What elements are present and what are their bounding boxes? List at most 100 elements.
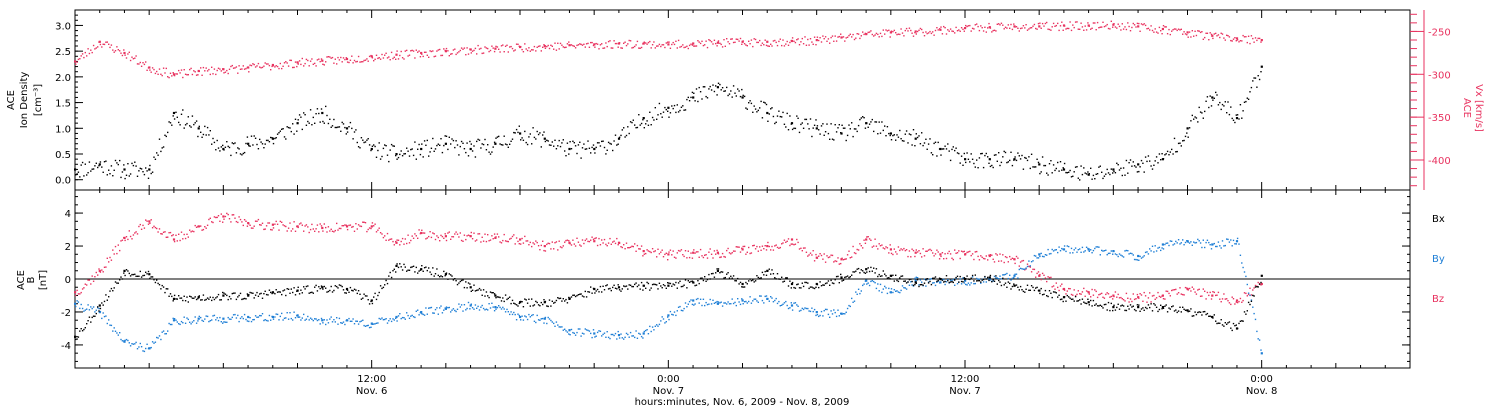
by-dot	[265, 319, 268, 322]
p1-left-tick-label: 2.0	[55, 73, 71, 84]
bz-dot	[837, 257, 839, 259]
bx-dot	[187, 301, 189, 303]
vx-dot	[455, 53, 457, 56]
density-dot	[776, 115, 779, 117]
vx-dot	[624, 41, 626, 43]
bx-dot	[1254, 286, 1257, 288]
bx-dot	[364, 295, 367, 297]
vx-dot	[668, 41, 670, 43]
vx-dot	[160, 73, 162, 75]
bx-dot	[175, 298, 177, 300]
by-dot	[1258, 339, 1261, 341]
vx-dot	[425, 51, 427, 53]
bx-dot	[428, 267, 430, 269]
density-dot	[1161, 153, 1163, 155]
by-dot	[1107, 252, 1110, 255]
bx-point	[148, 273, 151, 276]
by-dot	[162, 330, 165, 332]
bx-dot	[1079, 299, 1081, 301]
bz-dot	[813, 260, 816, 262]
bz-dot	[991, 254, 993, 256]
vx-dot	[882, 29, 884, 31]
bz-dot	[132, 234, 135, 236]
density-dot	[515, 128, 518, 131]
bz-dot	[694, 252, 696, 254]
bx-dot	[564, 300, 566, 302]
bx-dot	[1085, 302, 1088, 305]
by-dot	[823, 310, 825, 312]
vx-dot	[903, 35, 905, 37]
bx-dot	[83, 328, 85, 331]
density-dot	[1246, 97, 1248, 99]
density-dot	[368, 144, 371, 146]
bz-dot	[158, 228, 161, 230]
density-dot	[532, 127, 534, 129]
vx-dot	[305, 58, 308, 61]
vx-series	[74, 20, 1263, 79]
by-dot	[965, 283, 967, 286]
by-dot	[445, 306, 448, 308]
bz-dot	[834, 260, 836, 262]
bz-dot	[1003, 261, 1005, 264]
density-dot	[382, 147, 385, 150]
vx-dot	[627, 43, 629, 45]
vx-dot	[303, 65, 305, 67]
vx-dot	[224, 71, 227, 73]
vx-dot	[436, 50, 438, 52]
bx-dot	[1166, 311, 1169, 313]
density-dot	[632, 119, 634, 121]
by-dot	[1077, 249, 1079, 251]
density-dot	[1227, 101, 1229, 103]
by-dot	[684, 302, 687, 304]
vx-dot	[919, 27, 922, 30]
bz-dot	[757, 250, 759, 252]
bx-dot	[355, 289, 357, 291]
vx-dot	[1195, 34, 1198, 37]
density-dot	[182, 109, 184, 111]
density-dot	[1026, 159, 1029, 162]
by-dot	[309, 317, 312, 319]
density-dot	[719, 83, 721, 86]
by-dot	[676, 310, 678, 312]
density-dot	[590, 152, 592, 154]
density-dot	[607, 141, 610, 144]
vx-point	[964, 27, 967, 30]
vx-dot	[278, 67, 280, 70]
density-dot	[669, 112, 672, 114]
density-dot	[140, 168, 143, 170]
bx-dot	[102, 304, 104, 306]
density-dot	[638, 114, 640, 116]
by-dot	[1169, 240, 1171, 242]
density-dot	[1155, 156, 1158, 158]
by-dot	[1165, 242, 1167, 244]
by-dot	[1055, 249, 1057, 251]
bz-dot	[190, 231, 192, 233]
by-dot	[759, 295, 761, 297]
bx-dot	[1106, 309, 1108, 311]
vx-dot	[606, 45, 608, 48]
vx-dot	[119, 50, 121, 52]
by-dot	[1110, 250, 1112, 252]
bz-dot	[628, 247, 630, 249]
density-dot	[897, 136, 900, 138]
bx-dot	[469, 283, 471, 285]
bz-dot	[553, 248, 555, 250]
bx-dot	[763, 274, 765, 276]
bx-dot	[862, 270, 864, 272]
bz-point	[469, 235, 472, 238]
density-dot	[1144, 156, 1147, 158]
vx-dot	[500, 45, 503, 47]
density-dot	[1118, 169, 1121, 171]
vx-dot	[426, 54, 428, 56]
by-dot	[226, 321, 228, 323]
by-point	[172, 319, 176, 322]
bx-dot	[1094, 304, 1096, 306]
vx-dot	[916, 30, 919, 33]
density-dot	[791, 128, 794, 131]
bx-dot	[282, 290, 284, 292]
by-dot	[359, 321, 361, 323]
bz-dot	[877, 248, 879, 250]
by-dot	[617, 330, 619, 333]
vx-dot	[584, 46, 586, 48]
bz-dot	[151, 227, 154, 229]
